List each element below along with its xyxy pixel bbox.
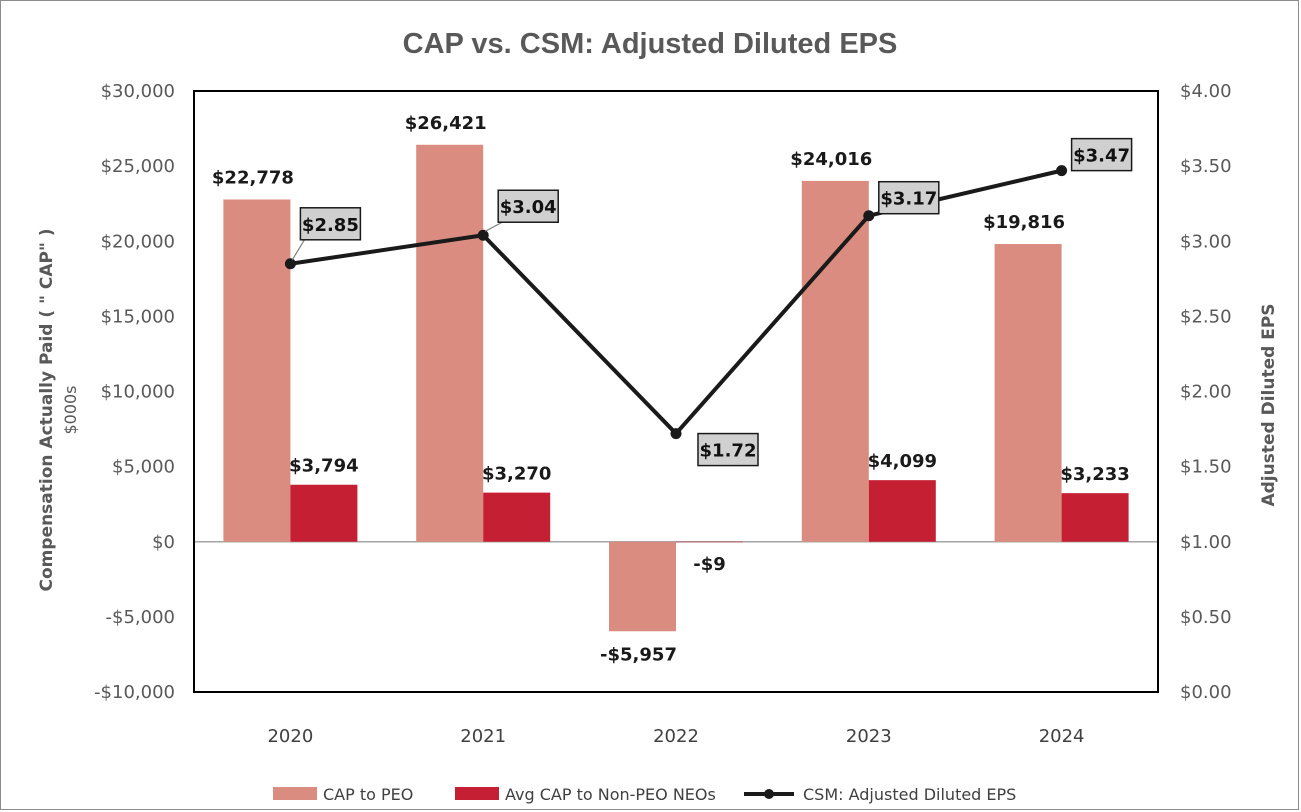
data-label-avg-cap: $4,099 bbox=[868, 451, 937, 472]
bar-cap-peo bbox=[801, 180, 869, 542]
bar-avg-cap bbox=[868, 480, 936, 542]
eps-label-leader bbox=[484, 221, 503, 232]
legend-label-avg-cap: Avg CAP to Non-PEO NEOs bbox=[505, 785, 716, 804]
y-tick-label: $20,000 bbox=[101, 231, 175, 252]
plot-area bbox=[193, 90, 1159, 693]
eps-label-box bbox=[878, 180, 940, 215]
y-tick-label: $30,000 bbox=[101, 81, 175, 102]
right-axis-ticks: $4.00 $3.50 $3.00 $2.50 $2.00 $1.50 $1.00 $0.50… bbox=[1180, 81, 1232, 703]
y2-tick-label: $2.00 bbox=[1180, 382, 1232, 403]
bar-cap-peo bbox=[223, 199, 291, 542]
eps-data-label: $1.72 bbox=[700, 441, 757, 462]
bar-cap-peo bbox=[994, 244, 1062, 542]
bar-cap-peo bbox=[416, 144, 484, 542]
x-tick-label: 2020 bbox=[267, 726, 313, 747]
y2-tick-label: $3.50 bbox=[1180, 156, 1232, 177]
eps-marker bbox=[863, 210, 875, 222]
left-axis-ticks: $30,000 $25,000 $20,000 $15,000 $10,000 $5,00… bbox=[94, 81, 175, 703]
eps-marker bbox=[284, 258, 296, 270]
eps-label-box bbox=[497, 189, 559, 223]
y-tick-label: $5,000 bbox=[112, 457, 175, 478]
bars-layer bbox=[223, 144, 1129, 632]
x-axis-ticks: 2020 2021 2022 2023 2024 bbox=[267, 726, 1084, 747]
x-tick-label: 2021 bbox=[460, 726, 506, 747]
bar-cap-peo bbox=[609, 541, 676, 632]
data-label-cap-peo: -$5,957 bbox=[600, 644, 677, 665]
y2-tick-label: $0.00 bbox=[1180, 682, 1232, 703]
y-tick-label: $25,000 bbox=[101, 156, 175, 177]
legend: CAP to PEO Avg CAP to Non-PEO NEOs CSM: … bbox=[273, 785, 1016, 804]
bar-labels-layer: $22,778 $3,794 $26,421 $3,270 -$5,957 -$9 $24,… bbox=[212, 113, 1130, 665]
y2-tick-label: $1.50 bbox=[1180, 457, 1232, 478]
y2-tick-label: $3.00 bbox=[1180, 231, 1232, 252]
legend-swatch-eps-marker bbox=[764, 789, 774, 799]
y-tick-label: -$10,000 bbox=[94, 682, 175, 703]
bar-avg-cap bbox=[483, 492, 551, 542]
eps-data-label: $3.47 bbox=[1073, 146, 1130, 167]
eps-line bbox=[290, 168, 1063, 436]
data-label-avg-cap: -$9 bbox=[693, 554, 726, 575]
legend-label-eps: CSM: Adjusted Diluted EPS bbox=[803, 785, 1016, 804]
data-label-avg-cap: $3,794 bbox=[289, 456, 358, 477]
legend-swatch-avg-cap bbox=[455, 787, 499, 800]
y-tick-label: $0 bbox=[152, 532, 175, 553]
y2-tick-label: $0.50 bbox=[1180, 607, 1232, 628]
eps-label-leader bbox=[291, 239, 305, 261]
data-label-avg-cap: $3,233 bbox=[1060, 464, 1129, 485]
data-label-avg-cap: $3,270 bbox=[482, 464, 551, 485]
eps-data-label: $3.04 bbox=[500, 197, 557, 218]
y-tick-label: -$5,000 bbox=[106, 607, 175, 628]
data-label-cap-peo: $26,421 bbox=[405, 113, 487, 134]
chart-title: CAP vs. CSM: Adjusted Diluted EPS bbox=[403, 28, 898, 60]
eps-marker bbox=[477, 229, 489, 241]
legend-swatch-cap-peo bbox=[273, 787, 317, 800]
y2-tick-label: $4.00 bbox=[1180, 81, 1232, 102]
eps-label-box bbox=[1070, 137, 1133, 172]
bar-avg-cap bbox=[290, 484, 358, 542]
x-tick-label: 2022 bbox=[653, 726, 699, 747]
legend-label-cap-peo: CAP to PEO bbox=[323, 785, 413, 804]
eps-marker bbox=[670, 428, 682, 440]
data-label-cap-peo: $19,816 bbox=[983, 212, 1065, 233]
x-tick-label: 2024 bbox=[1039, 726, 1085, 747]
bar-avg-cap bbox=[676, 541, 743, 543]
y-axis-label: Compensation Actually Paid ( " CAP" ) bbox=[37, 229, 57, 592]
x-tick-label: 2023 bbox=[846, 726, 892, 747]
eps-label-box bbox=[697, 432, 759, 467]
eps-line-layer: $2.85 $3.04 $1.72 $3.17 $3.47 bbox=[284, 137, 1133, 467]
y-axis-sublabel: $000s bbox=[61, 385, 80, 434]
bar-avg-cap bbox=[1061, 493, 1129, 542]
y-tick-label: $10,000 bbox=[101, 382, 175, 403]
y2-axis-label: Adjusted Diluted EPS bbox=[1259, 303, 1279, 506]
eps-data-label: $3.17 bbox=[880, 189, 937, 210]
y-tick-label: $15,000 bbox=[101, 306, 175, 327]
y2-tick-label: $1.00 bbox=[1180, 532, 1232, 553]
eps-marker bbox=[1056, 165, 1068, 177]
eps-data-label: $2.85 bbox=[302, 215, 359, 236]
eps-label-box bbox=[299, 207, 362, 241]
y2-tick-label: $2.50 bbox=[1180, 306, 1232, 327]
data-label-cap-peo: $22,778 bbox=[212, 168, 294, 189]
data-label-cap-peo: $24,016 bbox=[790, 149, 872, 170]
